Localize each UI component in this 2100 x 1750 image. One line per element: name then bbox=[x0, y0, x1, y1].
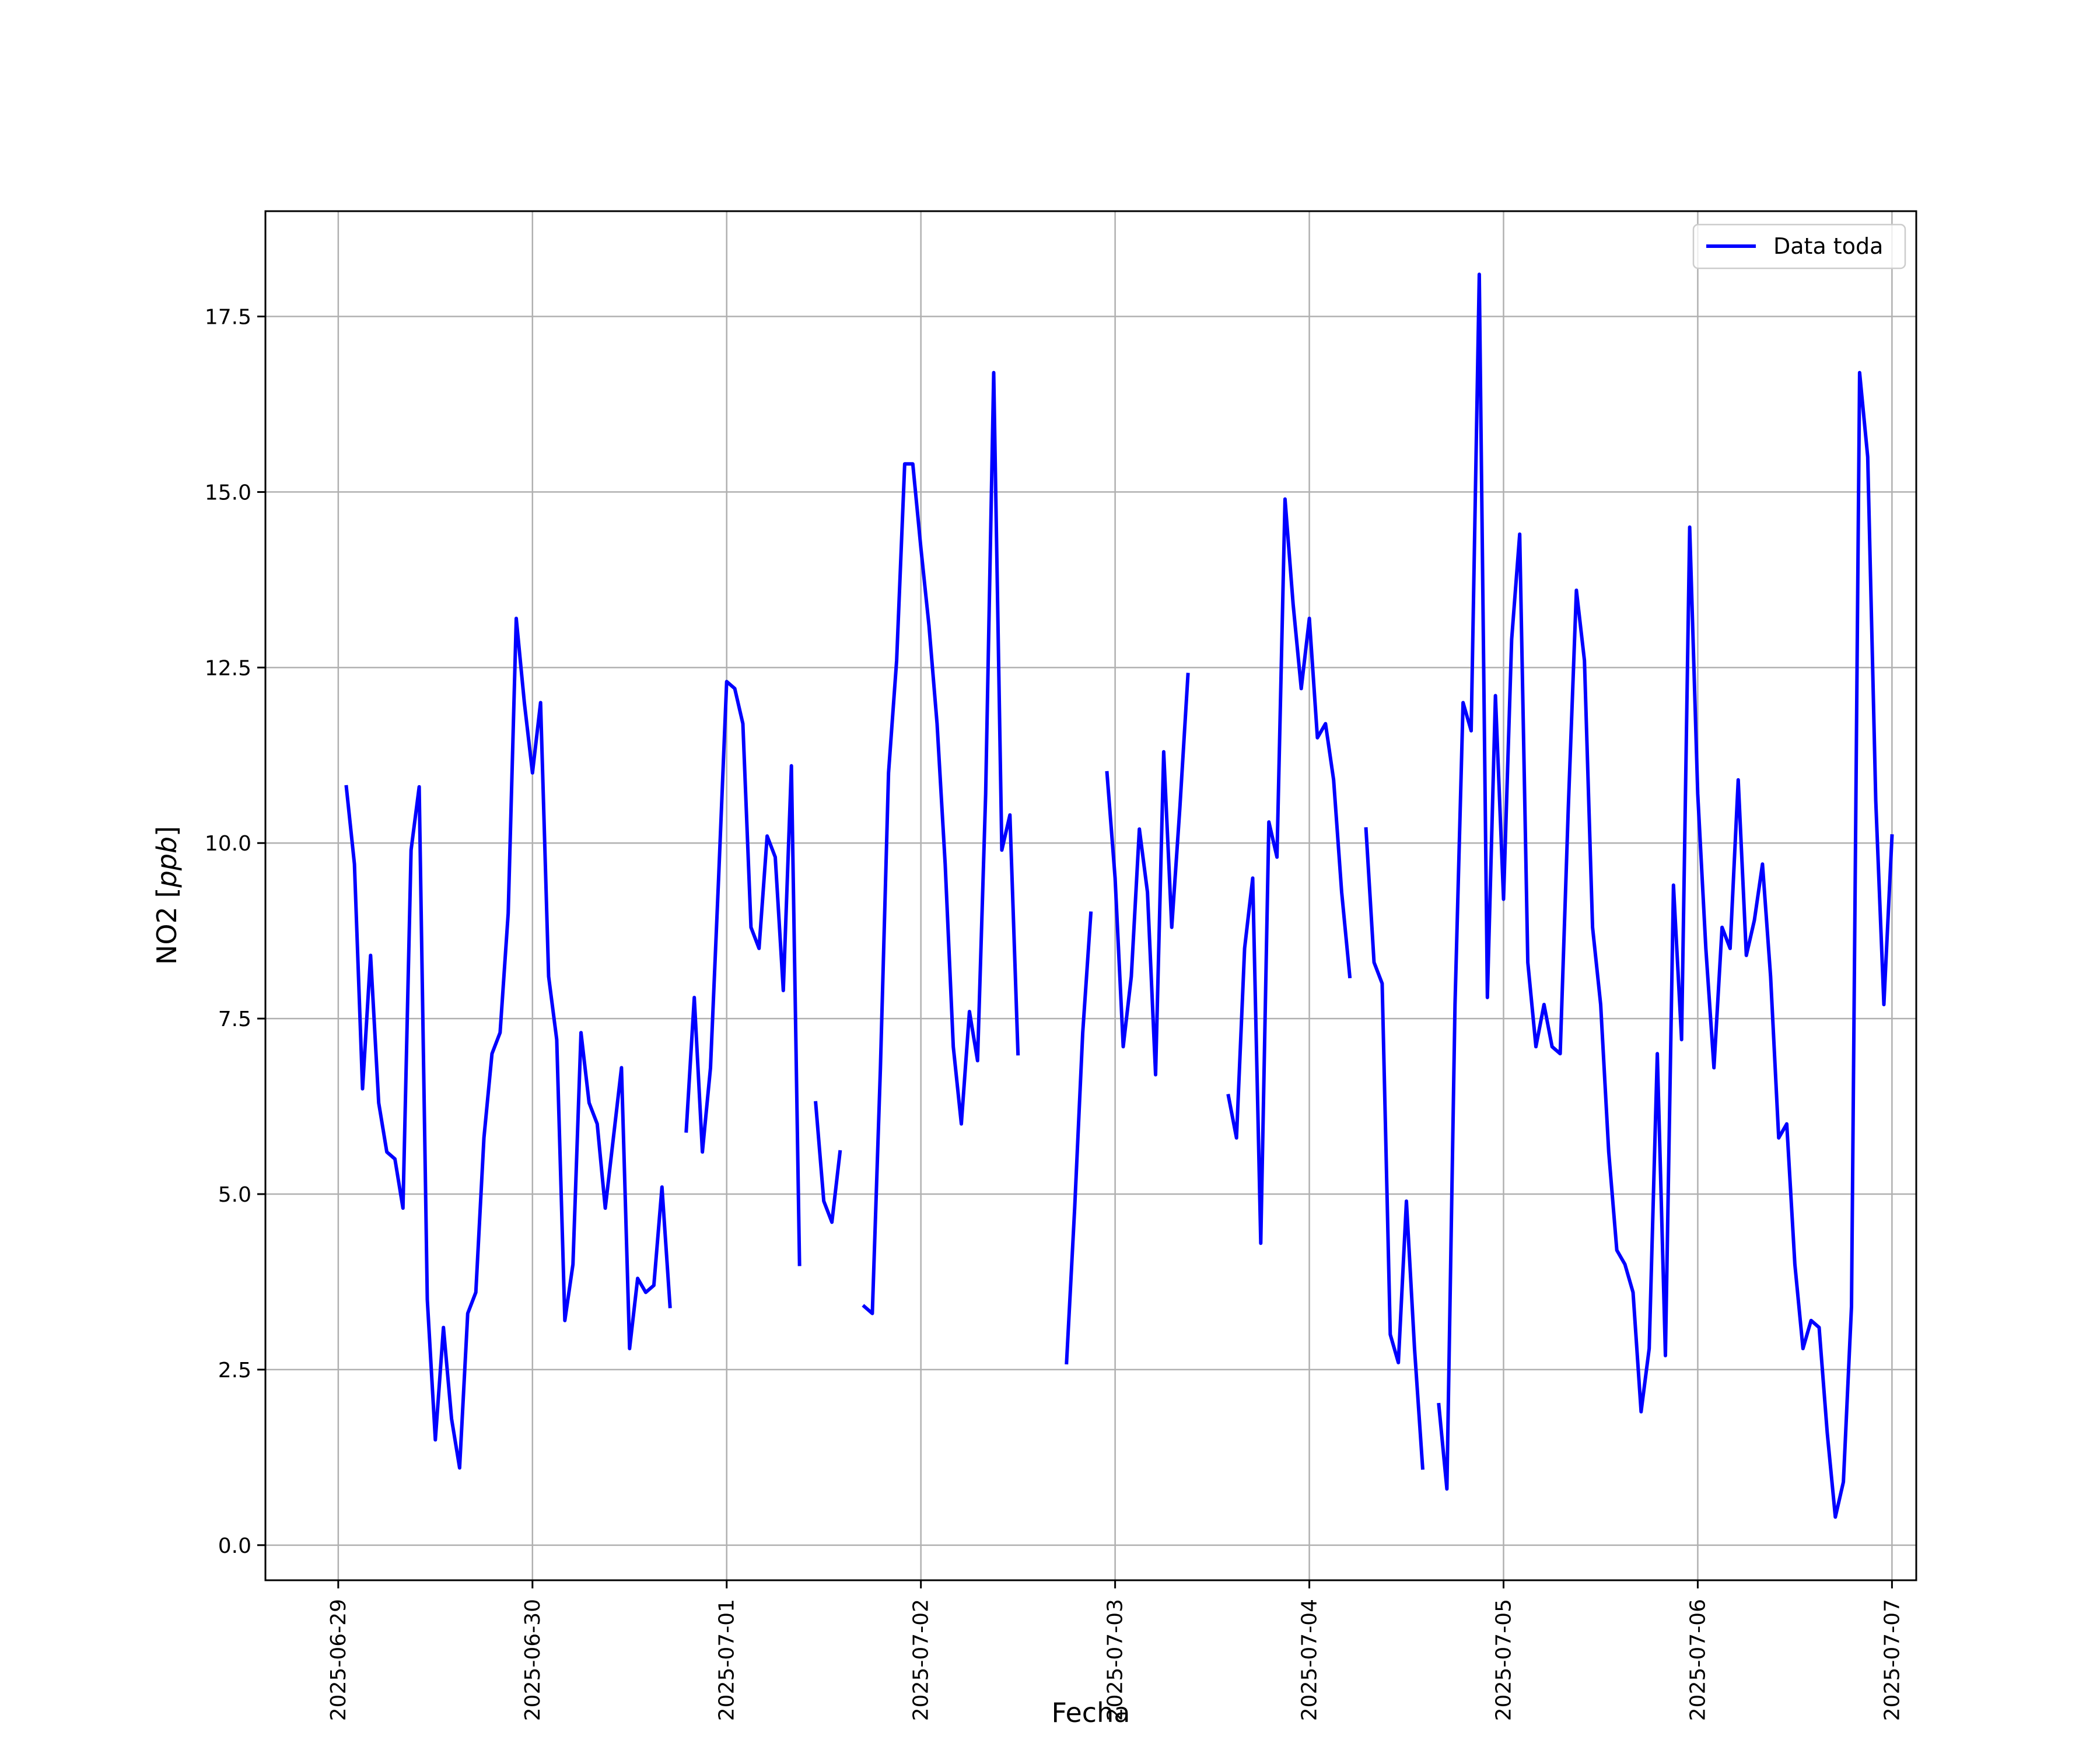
x-gridlines bbox=[337, 211, 1893, 1580]
y-tick-label: 12.5 bbox=[205, 656, 251, 680]
x-tick-label: 2025-07-03 bbox=[1104, 1599, 1128, 1721]
legend-label-data-toda: Data toda bbox=[1773, 233, 1883, 259]
x-tick-label: 2025-07-01 bbox=[715, 1599, 739, 1721]
x-axis-title: Fecha bbox=[1052, 1697, 1130, 1728]
x-tick-label: 2025-07-05 bbox=[1492, 1599, 1516, 1721]
y-axis-ticks: 0.0 2.5 5.0 7.5 10.0 12.5 15.0 17.5 bbox=[205, 306, 265, 1558]
y-axis-title-unit: ppb bbox=[151, 836, 183, 888]
x-tick-label: 2025-07-04 bbox=[1298, 1599, 1322, 1721]
y-tick-label: 15.0 bbox=[205, 481, 251, 505]
y-tick-label: 2.5 bbox=[218, 1359, 251, 1382]
plot-area-frame bbox=[264, 210, 1917, 1581]
series-data-toda bbox=[344, 272, 1894, 1519]
legend-box bbox=[1692, 223, 1906, 270]
x-tick-label: 2025-06-29 bbox=[327, 1599, 351, 1721]
y-tick-label: 7.5 bbox=[218, 1007, 251, 1031]
x-axis-ticks: 2025-06-29 2025-06-30 2025-07-01 2025-07-02… bbox=[327, 1580, 1904, 1721]
y-tick-label: 5.0 bbox=[218, 1183, 251, 1207]
series-line-segment bbox=[1364, 827, 1424, 1470]
legend: Data toda bbox=[1692, 223, 1906, 270]
y-tick-label: 10.0 bbox=[205, 832, 251, 856]
series-line-segment bbox=[1105, 673, 1190, 1077]
series-line-segment bbox=[862, 370, 1020, 1315]
x-tick-label: 2025-06-30 bbox=[521, 1599, 545, 1721]
series-line-segment bbox=[684, 680, 802, 1266]
series-line-segment bbox=[1065, 911, 1093, 1365]
x-tick-label: 2025-07-06 bbox=[1686, 1599, 1710, 1721]
y-tick-label: 17.5 bbox=[205, 306, 251, 330]
series-line-segment bbox=[814, 1101, 842, 1224]
series-line-segment bbox=[1437, 272, 1894, 1519]
y-gridlines bbox=[265, 316, 1916, 1546]
plot-area-background bbox=[265, 211, 1916, 1580]
y-axis-title-name: NO2 bbox=[151, 907, 183, 965]
y-tick-label: 0.0 bbox=[218, 1534, 251, 1558]
series-line-segment bbox=[344, 617, 672, 1470]
x-tick-label: 2025-07-02 bbox=[909, 1599, 933, 1721]
series-line-segment bbox=[1226, 497, 1352, 1245]
x-tick-label: 2025-07-07 bbox=[1880, 1599, 1904, 1721]
y-axis-title: NO2 [ppb] bbox=[151, 826, 183, 965]
